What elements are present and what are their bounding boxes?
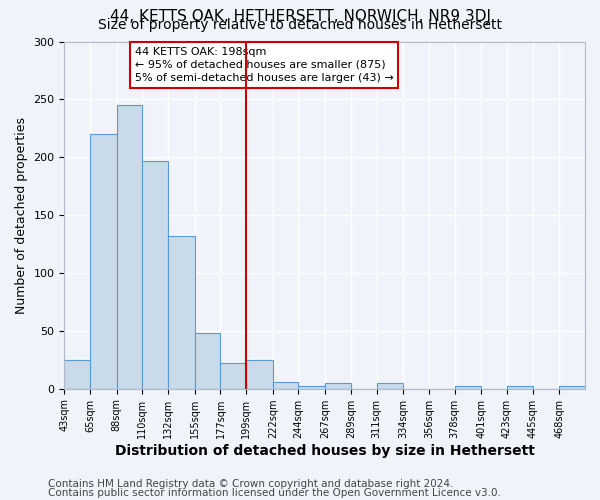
Bar: [220, 364, 246, 388]
Bar: [507, 386, 533, 388]
X-axis label: Distribution of detached houses by size in Hethersett: Distribution of detached houses by size …: [115, 444, 535, 458]
Bar: [455, 386, 481, 388]
Text: Contains HM Land Registry data © Crown copyright and database right 2024.: Contains HM Land Registry data © Crown c…: [48, 479, 454, 489]
Bar: [559, 386, 585, 388]
Text: 44 KETTS OAK: 198sqm
← 95% of detached houses are smaller (875)
5% of semi-detac: 44 KETTS OAK: 198sqm ← 95% of detached h…: [134, 46, 394, 83]
Bar: [64, 360, 90, 388]
Bar: [377, 383, 403, 388]
Bar: [298, 386, 325, 388]
Text: 44, KETTS OAK, HETHERSETT, NORWICH, NR9 3DJ: 44, KETTS OAK, HETHERSETT, NORWICH, NR9 …: [110, 9, 491, 24]
Bar: [117, 105, 142, 389]
Bar: [246, 360, 273, 388]
Bar: [90, 134, 117, 388]
Text: Size of property relative to detached houses in Hethersett: Size of property relative to detached ho…: [98, 18, 502, 32]
Bar: [142, 160, 168, 388]
Text: Contains public sector information licensed under the Open Government Licence v3: Contains public sector information licen…: [48, 488, 501, 498]
Bar: [273, 382, 298, 388]
Bar: [195, 333, 220, 388]
Bar: [325, 383, 351, 388]
Bar: [168, 236, 195, 388]
Y-axis label: Number of detached properties: Number of detached properties: [15, 116, 28, 314]
